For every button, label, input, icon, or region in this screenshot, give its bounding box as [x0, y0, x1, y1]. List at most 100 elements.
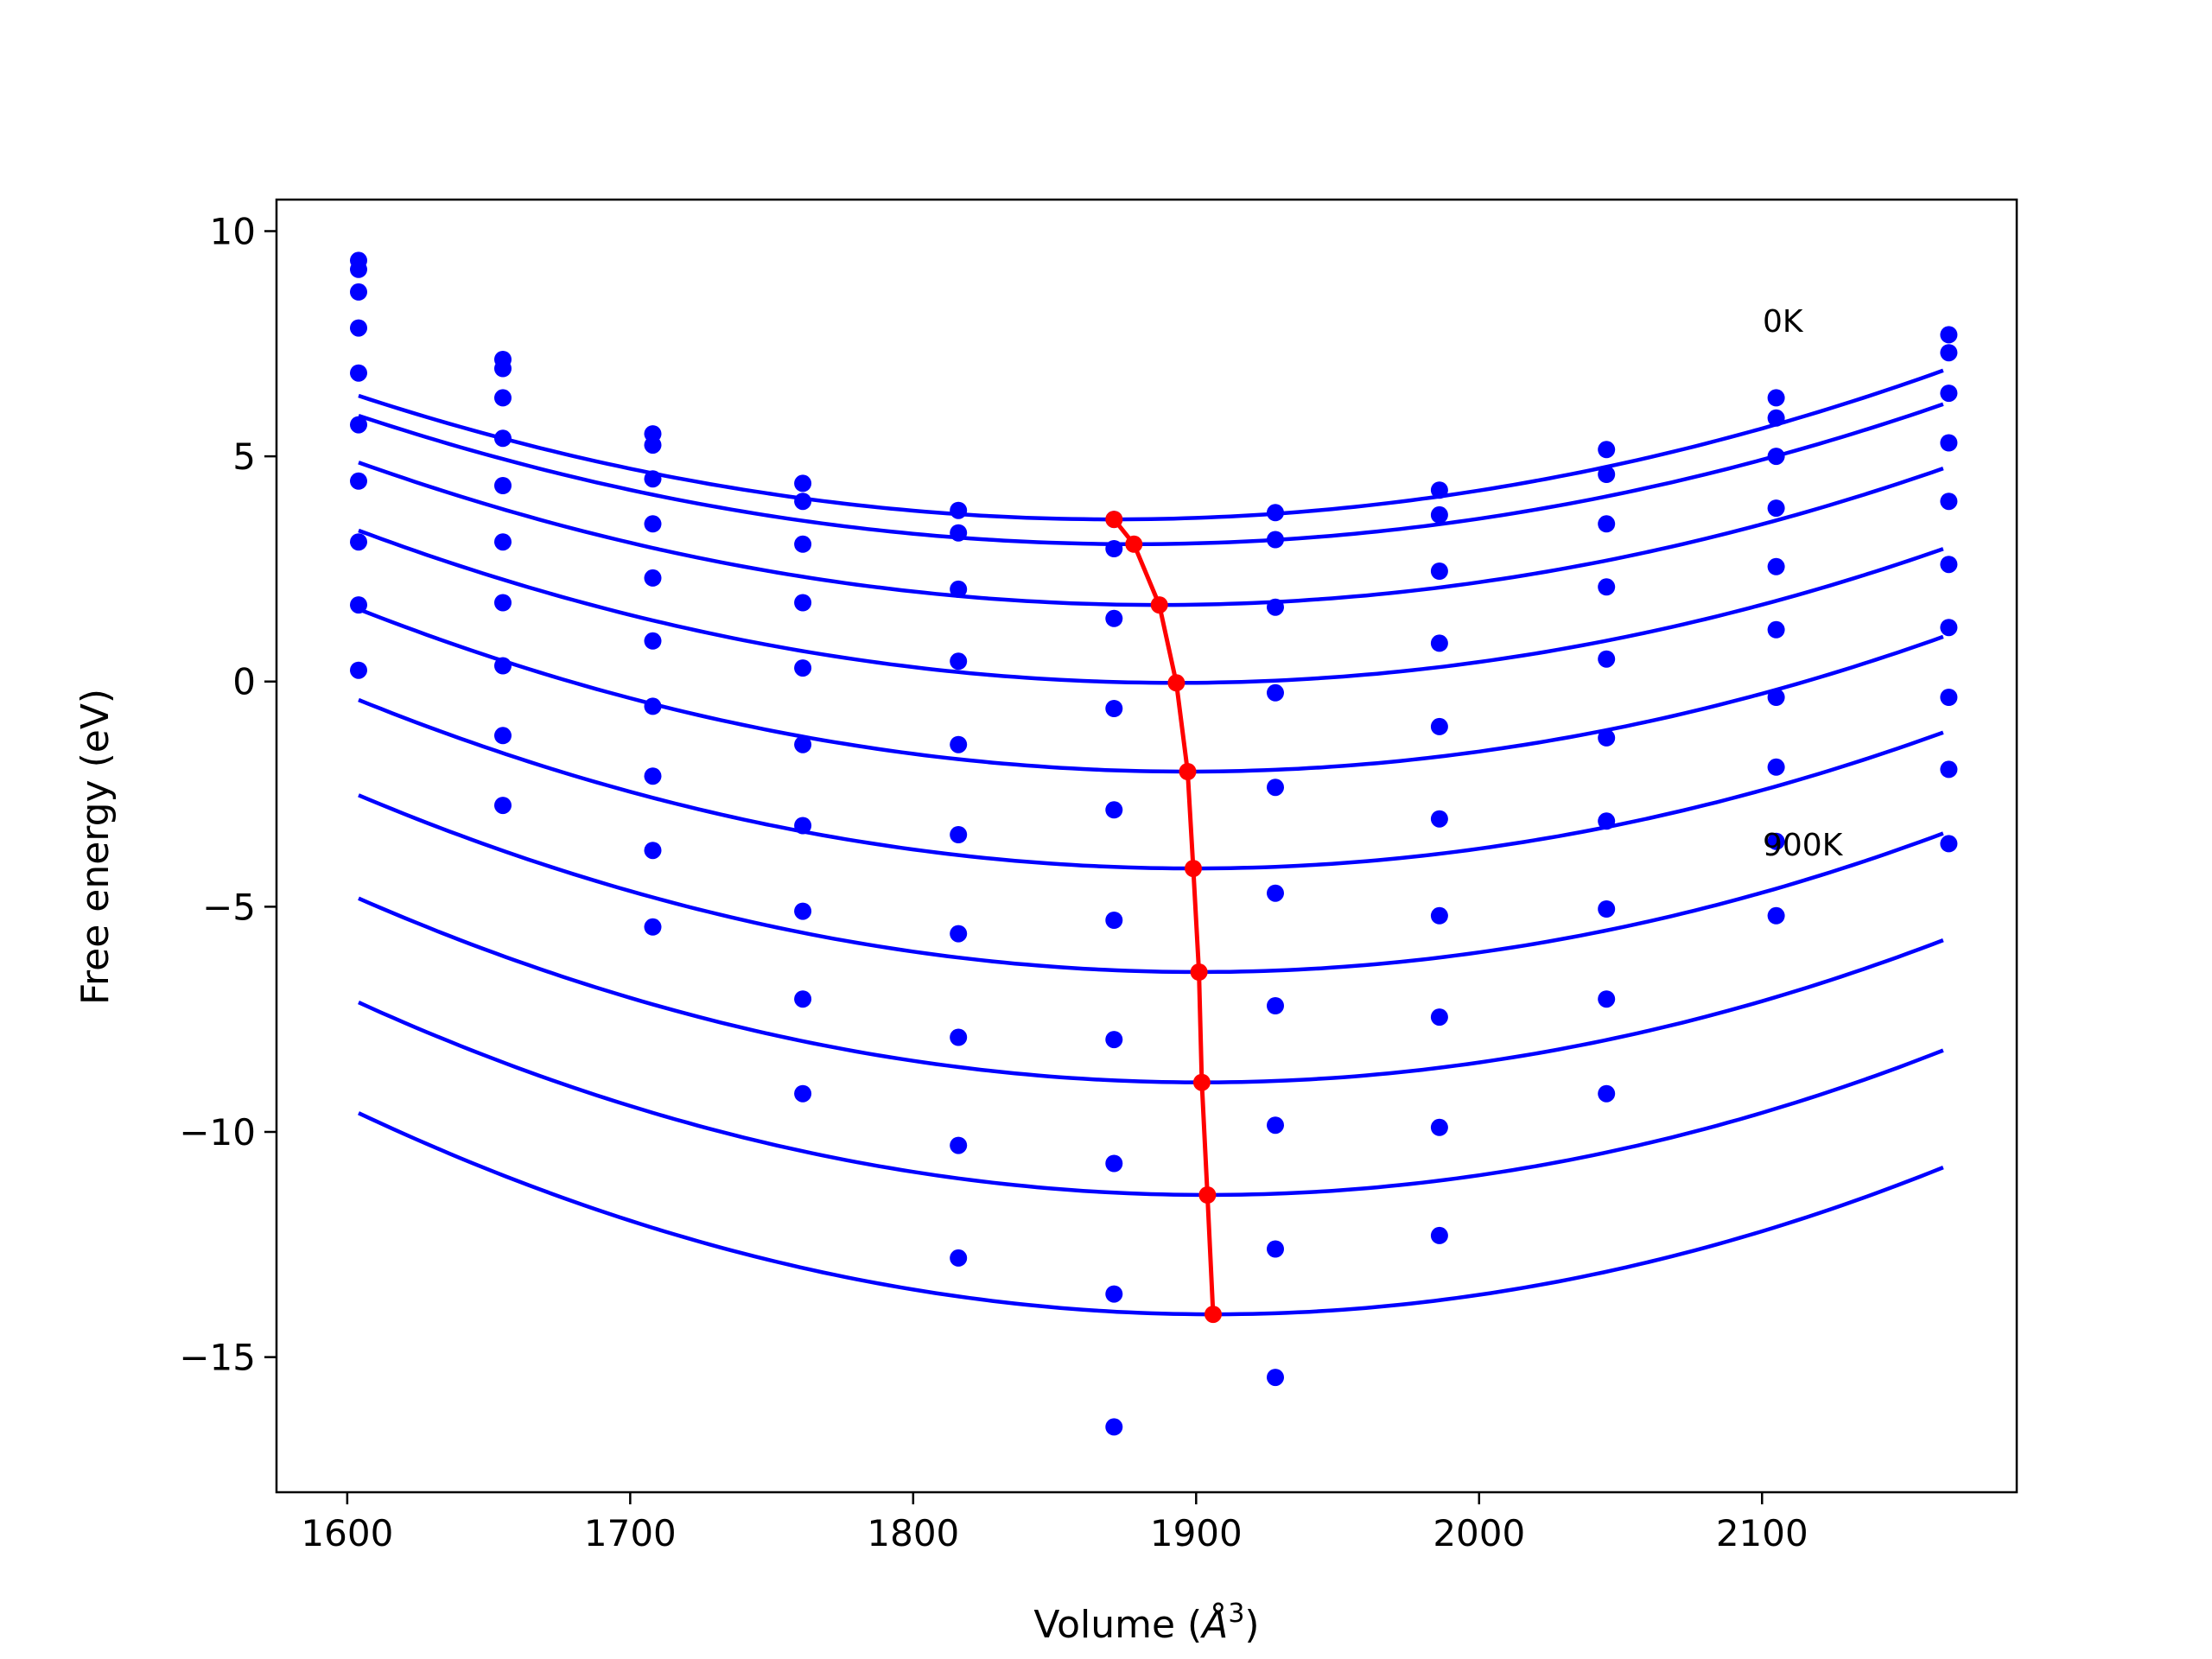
y-axis: 10 5 0 −5 −10 −15	[179, 210, 276, 1379]
minima-point	[1205, 1306, 1222, 1324]
data-point	[1940, 689, 1958, 706]
data-point	[494, 359, 512, 378]
data-point	[1767, 906, 1785, 925]
series-4	[350, 364, 1958, 819]
axes-frame	[275, 198, 2018, 1494]
data-point	[1267, 779, 1284, 797]
data-point	[1267, 884, 1284, 902]
data-point	[950, 652, 968, 671]
data-point	[794, 474, 812, 493]
y-tick-label: 5	[232, 435, 256, 478]
x-tick-label: 1900	[1150, 1512, 1243, 1554]
fit-curve-4	[358, 607, 1944, 774]
data-point	[494, 594, 512, 612]
data-point	[950, 524, 968, 542]
x-tick-label: 2000	[1433, 1512, 1525, 1554]
data-point	[1598, 1084, 1616, 1103]
series-6	[350, 472, 1958, 1049]
y-tick-label: 0	[232, 661, 256, 703]
x-tick-label: 1700	[584, 1512, 677, 1554]
data-point	[350, 283, 367, 301]
data-point	[644, 515, 662, 533]
data-point	[1430, 906, 1448, 925]
data-point	[1430, 505, 1448, 524]
data-point	[1598, 650, 1616, 668]
data-point	[1267, 531, 1284, 549]
data-point	[950, 826, 968, 843]
series-9	[350, 661, 1958, 1436]
data-point	[1767, 620, 1785, 639]
data-point	[950, 735, 968, 753]
data-point	[1940, 493, 1958, 511]
data-point	[950, 1136, 968, 1154]
y-tick-label: 10	[210, 210, 256, 252]
data-point	[794, 493, 812, 511]
series-7	[350, 533, 1958, 1173]
data-point	[494, 657, 512, 675]
data-point	[1598, 578, 1616, 596]
minima-point	[1167, 674, 1185, 692]
annotation-0k-label: 0K	[1763, 304, 1804, 340]
minima-point	[1179, 763, 1197, 780]
data-point	[950, 1028, 968, 1046]
data-point	[1767, 758, 1785, 776]
data-point	[794, 990, 812, 1008]
data-point	[1767, 409, 1785, 427]
data-point	[1767, 499, 1785, 518]
data-point	[350, 416, 367, 434]
x-tick-label: 1800	[867, 1512, 959, 1554]
data-point	[494, 429, 512, 448]
data-point	[1940, 434, 1958, 452]
annotation-900k-label: 900K	[1763, 828, 1844, 863]
data-point	[950, 925, 968, 943]
minima-point	[1105, 511, 1123, 529]
data-point	[794, 659, 812, 677]
x-axis-label-close: )	[1244, 1603, 1259, 1647]
data-point	[1940, 835, 1958, 853]
data-point	[1430, 634, 1448, 652]
data-point	[1105, 700, 1123, 717]
data-point	[794, 735, 812, 753]
minima-point	[1190, 963, 1208, 981]
data-point	[1767, 689, 1785, 706]
data-point	[794, 535, 812, 553]
series-3	[350, 319, 1958, 717]
data-point	[644, 697, 662, 715]
data-point	[1267, 1116, 1284, 1135]
data-point	[1430, 717, 1448, 735]
data-point	[1267, 1369, 1284, 1387]
data-point	[644, 470, 662, 488]
data-point	[950, 580, 968, 598]
data-point	[1105, 609, 1123, 627]
data-point	[1430, 563, 1448, 580]
plot-area	[350, 251, 1958, 1436]
annotations: 0K 900K	[1763, 304, 1844, 863]
x-axis-label-exponent: 3	[1228, 1599, 1244, 1629]
fit-curve-7	[358, 896, 1944, 1084]
data-point	[1767, 448, 1785, 466]
data-point	[794, 902, 812, 920]
y-axis-label: Free energy (eV)	[73, 689, 118, 1005]
x-axis-label-main: Volume (	[1033, 1603, 1202, 1647]
data-point	[1598, 812, 1616, 830]
data-point	[1430, 1008, 1448, 1027]
minima-point	[1185, 860, 1202, 878]
data-point	[794, 817, 812, 835]
data-point	[1105, 801, 1123, 819]
data-point	[350, 661, 367, 679]
data-point	[1105, 912, 1123, 929]
data-point	[350, 364, 367, 382]
data-point	[1105, 1418, 1123, 1436]
series-2	[350, 283, 1958, 627]
data-point	[1767, 557, 1785, 575]
series-1	[350, 260, 1958, 557]
data-point	[1430, 1118, 1448, 1136]
fit-curve-8	[358, 1001, 1944, 1198]
data-point	[1105, 540, 1123, 557]
data-point	[950, 1249, 968, 1267]
data-point	[1105, 1154, 1123, 1173]
data-point	[794, 594, 812, 612]
data-point	[644, 767, 662, 785]
data-point	[644, 632, 662, 650]
